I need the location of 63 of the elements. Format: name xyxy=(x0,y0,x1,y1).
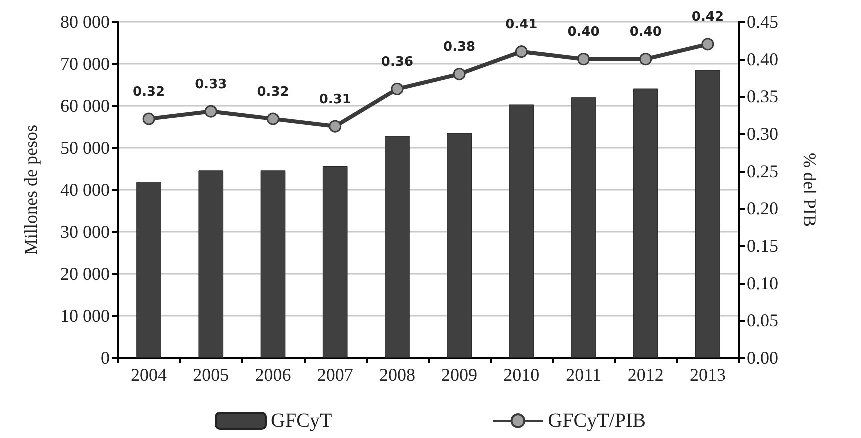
bar xyxy=(633,88,658,358)
bar xyxy=(385,136,410,358)
bar xyxy=(571,98,596,358)
y-tick-label: 80 000 xyxy=(60,12,110,32)
data-label: 0.42 xyxy=(692,10,724,26)
point xyxy=(391,82,404,96)
data-label: 0.32 xyxy=(257,84,290,100)
y2-tick-label: 0.35 xyxy=(747,86,778,107)
point xyxy=(515,46,528,58)
point xyxy=(453,68,466,81)
point xyxy=(267,112,280,126)
y-tick-label: 40 000 xyxy=(60,180,110,200)
data-label: 0.41 xyxy=(506,18,538,33)
x-tick-label: 2013 xyxy=(690,365,726,385)
y2-tick-label: 0.20 xyxy=(747,198,778,219)
x-tick-label: 2012 xyxy=(628,365,664,385)
point xyxy=(142,112,156,126)
point xyxy=(578,53,590,66)
bar xyxy=(322,166,348,358)
x-tick-label: 2010 xyxy=(504,365,540,385)
y-tick-label: 70 000 xyxy=(60,54,110,74)
y2-tick-label: 0.15 xyxy=(747,236,778,256)
point xyxy=(329,120,342,133)
x-tick-label: 2006 xyxy=(255,365,292,385)
x-tick-label: 2009 xyxy=(442,365,478,385)
y2-tick-label: 0.10 xyxy=(747,273,778,294)
legend-label: GFCyT/PIB xyxy=(548,410,646,432)
x-tick-label: 2008 xyxy=(379,365,416,385)
y-tick-label: 30 000 xyxy=(60,222,110,242)
bar xyxy=(696,70,720,358)
data-label: 0.36 xyxy=(381,54,414,70)
data-label: 0.33 xyxy=(195,77,228,92)
bar xyxy=(447,133,472,358)
bar xyxy=(136,182,162,358)
y-tick-label: 0 xyxy=(101,348,110,368)
y2-tick-label: 0.25 xyxy=(747,161,778,182)
point xyxy=(640,53,652,66)
y-tick-label: 20 000 xyxy=(60,264,110,284)
x-tick-label: 2011 xyxy=(566,365,602,385)
y2-axis-title: % del PIB xyxy=(800,153,820,227)
data-label: 0.32 xyxy=(133,84,166,100)
y-tick-label: 10 000 xyxy=(60,306,110,326)
bar xyxy=(260,170,286,358)
y2-tick-label: 0.05 xyxy=(747,310,778,331)
y2-tick-label: 0.45 xyxy=(747,12,778,32)
x-tick-label: 2004 xyxy=(131,365,168,385)
y2-tick-label: 0.40 xyxy=(747,49,778,70)
y2-tick-label: 0.00 xyxy=(747,348,778,368)
x-tick-label: 2005 xyxy=(193,365,230,385)
y2-tick-label: 0.30 xyxy=(747,124,778,144)
data-label: 0.38 xyxy=(444,40,476,56)
y-axis-title: Millones de pesos xyxy=(21,125,41,255)
bar xyxy=(198,170,224,358)
legend-label: GFCyT xyxy=(271,410,332,432)
point xyxy=(702,38,714,51)
point xyxy=(204,105,218,118)
data-label: 0.40 xyxy=(630,25,662,40)
data-label: 0.40 xyxy=(568,25,600,40)
y-tick-label: 60 000 xyxy=(60,96,110,116)
y-tick-label: 50 000 xyxy=(60,138,110,158)
x-tick-label: 2007 xyxy=(317,365,354,385)
bar xyxy=(509,104,534,358)
data-label: 0.31 xyxy=(319,92,352,108)
